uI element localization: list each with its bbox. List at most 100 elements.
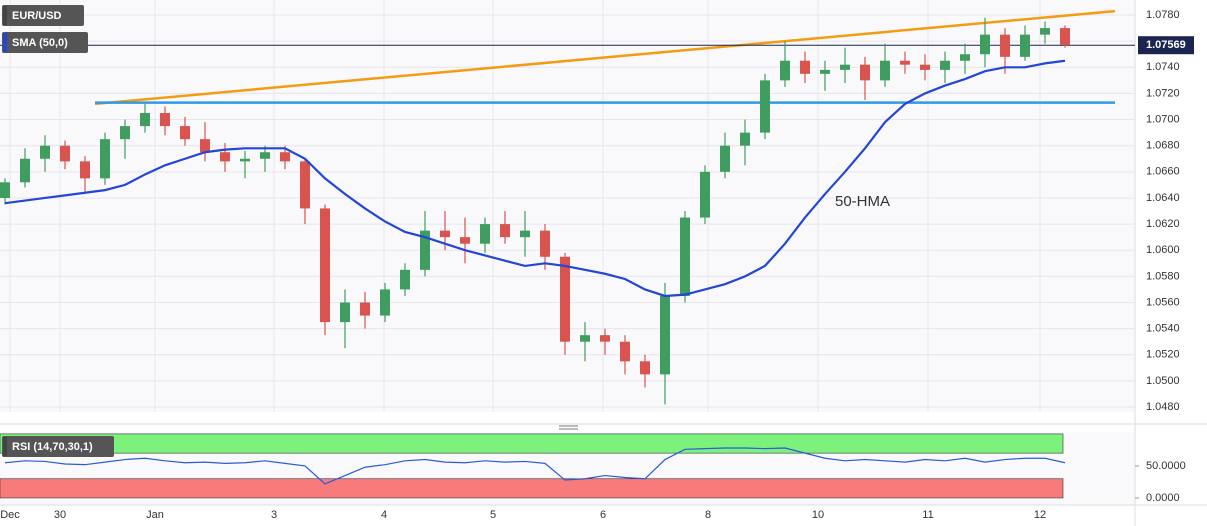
y-tick-label: 1.0640 bbox=[1146, 192, 1180, 204]
candle-body bbox=[860, 64, 870, 81]
rsi-zone bbox=[0, 478, 1064, 499]
last-price-tag bbox=[1138, 36, 1194, 55]
candle-body bbox=[560, 256, 570, 342]
y-tick-label: 1.0540 bbox=[1146, 323, 1180, 335]
x-tick-label: Jan bbox=[146, 509, 164, 521]
legend-box bbox=[2, 32, 88, 53]
candle-body bbox=[940, 60, 950, 70]
candle-body bbox=[120, 126, 130, 140]
candle-body bbox=[200, 139, 210, 153]
candle-body bbox=[920, 64, 930, 70]
y-tick-label: 0.0000 bbox=[1146, 492, 1180, 504]
candle-body bbox=[520, 230, 530, 238]
candle-body bbox=[620, 341, 630, 362]
y-tick-label: 1.0720 bbox=[1146, 87, 1180, 99]
candle-body bbox=[300, 161, 310, 209]
candle-body bbox=[280, 152, 290, 162]
candle-body bbox=[820, 69, 830, 74]
candle-body bbox=[780, 60, 790, 81]
candle-body bbox=[40, 145, 50, 159]
candle-body bbox=[100, 139, 110, 179]
candle-body bbox=[400, 269, 410, 290]
candle-body bbox=[460, 237, 470, 244]
candle-body bbox=[700, 171, 710, 218]
y-tick-label: 1.0700 bbox=[1146, 113, 1180, 125]
candle-body bbox=[20, 158, 30, 183]
candle-body bbox=[960, 54, 970, 61]
x-tick-label: 3 bbox=[271, 509, 277, 521]
legend-text: RSI (14,70,30,1) bbox=[12, 441, 93, 453]
candle-body bbox=[60, 145, 70, 162]
legend-box bbox=[2, 5, 84, 26]
candle-body bbox=[360, 302, 370, 316]
candle-body bbox=[80, 161, 90, 179]
candle-body bbox=[140, 113, 150, 127]
y-tick-label: 1.0480 bbox=[1146, 401, 1180, 413]
candle-body bbox=[220, 152, 230, 162]
y-tick-label: 1.0520 bbox=[1146, 349, 1180, 361]
candle-body bbox=[180, 126, 190, 140]
candle-body bbox=[540, 230, 550, 257]
y-tick-label: 1.0600 bbox=[1146, 244, 1180, 256]
legend-text: SMA (50,0) bbox=[12, 37, 68, 49]
candle-body bbox=[900, 60, 910, 65]
candle-body bbox=[580, 335, 590, 342]
y-tick-label: 1.0560 bbox=[1146, 296, 1180, 308]
candle-body bbox=[160, 113, 170, 127]
candle-body bbox=[880, 60, 890, 81]
candle-body bbox=[340, 302, 350, 323]
candle-body bbox=[0, 182, 10, 198]
candle-body bbox=[720, 145, 730, 172]
annotation: 50-HMA bbox=[835, 193, 890, 210]
x-tick-label: Dec bbox=[0, 509, 20, 521]
last-price-label: 1.07569 bbox=[1146, 39, 1186, 51]
legend-swatch bbox=[3, 6, 7, 25]
candle-body bbox=[1040, 28, 1050, 35]
candle-body bbox=[740, 132, 750, 146]
candle-body bbox=[1000, 34, 1010, 57]
candle-body bbox=[1060, 28, 1070, 46]
x-tick-label: 6 bbox=[600, 509, 606, 521]
x-tick-label: 11 bbox=[922, 509, 933, 521]
candle-body bbox=[760, 80, 770, 133]
y-tick-label: 1.0500 bbox=[1146, 375, 1180, 387]
trendline bbox=[94, 9, 1116, 106]
candle-body bbox=[240, 158, 250, 162]
candle-body bbox=[500, 224, 510, 238]
x-tick-label: 4 bbox=[381, 509, 387, 521]
y-tick-label: 1.0580 bbox=[1146, 270, 1180, 282]
candle-body bbox=[260, 152, 270, 159]
candle-body bbox=[380, 289, 390, 316]
candle-body bbox=[840, 64, 850, 70]
candle-body bbox=[480, 224, 490, 244]
y-tick-label: 1.0660 bbox=[1146, 166, 1180, 178]
x-tick-label: 8 bbox=[705, 509, 711, 521]
x-tick-label: 30 bbox=[54, 509, 66, 521]
legend-swatch bbox=[3, 33, 7, 52]
rsi-zone bbox=[0, 433, 1064, 454]
legend-box bbox=[2, 436, 114, 457]
hma-line bbox=[4, 59, 1066, 298]
rsi-line bbox=[4, 447, 1066, 485]
x-tick-label: 12 bbox=[1034, 509, 1046, 521]
y-tick-label: 1.0780 bbox=[1146, 9, 1180, 21]
candle-body bbox=[320, 208, 330, 323]
candle-body bbox=[800, 60, 810, 74]
legend-swatch bbox=[3, 437, 7, 456]
candle-body bbox=[1020, 34, 1030, 57]
candle-body bbox=[640, 361, 650, 375]
candle-body bbox=[440, 230, 450, 238]
y-tick-label: 50.0000 bbox=[1146, 460, 1186, 472]
candle-body bbox=[660, 295, 670, 375]
x-tick-label: 10 bbox=[812, 509, 824, 521]
y-tick-label: 1.0740 bbox=[1146, 61, 1180, 73]
candle-body bbox=[420, 230, 430, 270]
legend-text: EUR/USD bbox=[12, 10, 62, 22]
y-tick-label: 1.0680 bbox=[1146, 140, 1180, 152]
y-tick-label: 1.0620 bbox=[1146, 218, 1180, 230]
x-tick-label: 5 bbox=[490, 509, 496, 521]
candle-body bbox=[980, 34, 990, 55]
candle-body bbox=[680, 217, 690, 296]
candle-body bbox=[600, 335, 610, 342]
